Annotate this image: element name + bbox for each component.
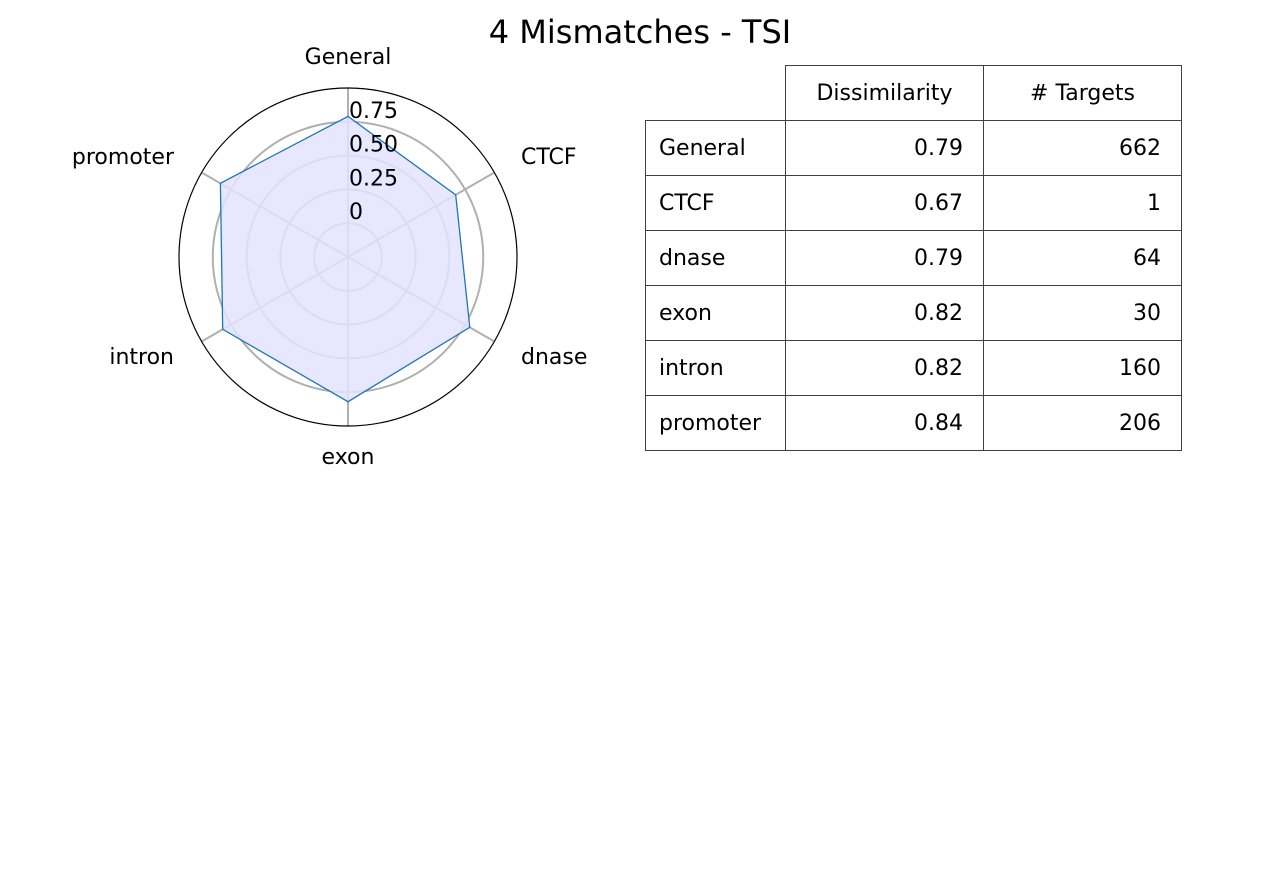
category-label: exon xyxy=(322,445,375,470)
polar-frame xyxy=(178,87,518,427)
table-row: promoter 0.84 206 xyxy=(645,395,1182,451)
radial-tick-label: 0.75 xyxy=(349,99,398,124)
chart-title: 4 Mismatches - TSI xyxy=(488,13,792,51)
table-row: dnase 0.79 64 xyxy=(645,230,1182,286)
table-header-row: Dissimilarity # Targets xyxy=(645,65,1182,121)
table-row-label: intron xyxy=(645,340,786,396)
category-label: promoter xyxy=(72,145,175,170)
radar-chart: 0 0.25 0.50 0.75 General CTCF dnase exon intron p… xyxy=(72,45,587,470)
table-cell-dissimilarity: 0.82 xyxy=(785,285,984,341)
table-cell-dissimilarity: 0.84 xyxy=(785,395,984,451)
table-row: intron 0.82 160 xyxy=(645,340,1182,396)
data-table: Dissimilarity # Targets General 0.79 662 CT… xyxy=(645,65,1182,451)
category-label: intron xyxy=(109,345,174,370)
table-cell-targets: 1 xyxy=(983,175,1182,231)
category-label: CTCF xyxy=(521,145,577,170)
table-header-corner xyxy=(645,65,786,121)
table-cell-dissimilarity: 0.79 xyxy=(785,230,984,286)
radial-tick-label: 0.50 xyxy=(349,133,398,158)
table-header-targets: # Targets xyxy=(983,65,1182,121)
category-label: General xyxy=(305,45,392,70)
radial-tick-label: 0.25 xyxy=(349,166,398,191)
table-header-dissimilarity: Dissimilarity xyxy=(785,65,984,121)
table-cell-dissimilarity: 0.82 xyxy=(785,340,984,396)
table-cell-dissimilarity: 0.79 xyxy=(785,120,984,176)
table-cell-targets: 30 xyxy=(983,285,1182,341)
table-cell-targets: 64 xyxy=(983,230,1182,286)
table-row: CTCF 0.67 1 xyxy=(645,175,1182,231)
table-row-label: exon xyxy=(645,285,786,341)
table-row-label: CTCF xyxy=(645,175,786,231)
table-row-label: dnase xyxy=(645,230,786,286)
table-row-label: General xyxy=(645,120,786,176)
table-cell-targets: 160 xyxy=(983,340,1182,396)
table-cell-dissimilarity: 0.67 xyxy=(785,175,984,231)
category-label: dnase xyxy=(521,345,587,370)
table-cell-targets: 662 xyxy=(983,120,1182,176)
table-row: General 0.79 662 xyxy=(645,120,1182,176)
table-cell-targets: 206 xyxy=(983,395,1182,451)
table-row-label: promoter xyxy=(645,395,786,451)
series-area xyxy=(220,116,470,402)
radial-tick-label: 0 xyxy=(349,200,363,225)
table-row: exon 0.82 30 xyxy=(645,285,1182,341)
